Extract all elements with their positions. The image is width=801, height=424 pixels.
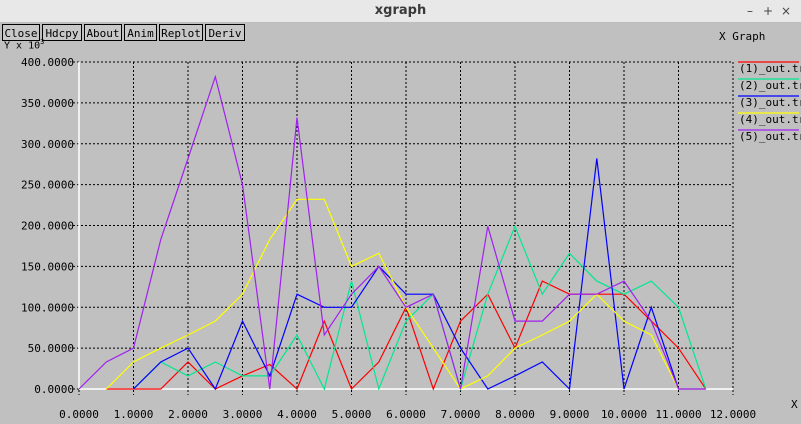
- legend-label-5: (5)_out.tr: [739, 130, 801, 143]
- legend-label-4: (4)_out.tr: [739, 113, 801, 126]
- y-tick-label: 150.0000: [21, 260, 74, 273]
- y-tick-label: 350.0000: [21, 97, 74, 110]
- about-button[interactable]: About: [84, 24, 122, 41]
- x-tick-label: 1.0000: [114, 408, 154, 421]
- series-line-5: [78, 74, 706, 390]
- window-titlebar: xgraph – + ×: [0, 0, 801, 23]
- x-tick-label: 8.0000: [495, 408, 535, 421]
- y-tick-label: 0.0000: [34, 383, 74, 396]
- y-tick-label: 300.0000: [21, 138, 74, 151]
- hdcpy-button[interactable]: Hdcpy: [42, 24, 82, 41]
- maximize-icon[interactable]: +: [762, 4, 774, 18]
- x-tick-label: 7.0000: [441, 408, 481, 421]
- close-icon[interactable]: ×: [780, 4, 792, 18]
- graph-title: X Graph: [719, 30, 766, 43]
- x-tick-label: 0.0000: [59, 408, 99, 421]
- x-tick-label: 12.0000: [710, 408, 756, 421]
- y-unit-label: Y x 103: [4, 38, 45, 52]
- x-unit-label: X: [791, 398, 798, 411]
- x-tick-label: 10.0000: [601, 408, 647, 421]
- x-tick-label: 11.0000: [655, 408, 701, 421]
- anim-button[interactable]: Anim: [124, 24, 157, 41]
- y-tick-label: 250.0000: [21, 179, 74, 192]
- y-tick-label: 400.0000: [21, 56, 74, 69]
- replot-button[interactable]: Replot: [159, 24, 203, 41]
- window-title: xgraph: [374, 3, 427, 18]
- minimize-icon[interactable]: –: [747, 4, 753, 18]
- y-tick-label: 50.0000: [28, 342, 74, 355]
- x-tick-label: 2.0000: [168, 408, 208, 421]
- series-line-2: [133, 224, 707, 392]
- x-tick-label: 9.0000: [550, 408, 590, 421]
- legend-label-3: (3)_out.tr: [739, 96, 801, 109]
- deriv-button[interactable]: Deriv: [205, 24, 245, 41]
- x-tick-label: 3.0000: [223, 408, 263, 421]
- x-tick-label: 5.0000: [332, 408, 372, 421]
- x-tick-label: 4.0000: [277, 408, 317, 421]
- legend-label-2: (2)_out.tr: [739, 79, 801, 92]
- y-tick-label: 200.0000: [21, 220, 74, 233]
- x-tick-label: 6.0000: [386, 408, 426, 421]
- y-tick-label: 100.0000: [21, 301, 74, 314]
- close-button[interactable]: Close: [2, 24, 40, 41]
- series-line-3: [133, 158, 706, 391]
- legend-label-1: (1)_out.tr: [739, 62, 801, 75]
